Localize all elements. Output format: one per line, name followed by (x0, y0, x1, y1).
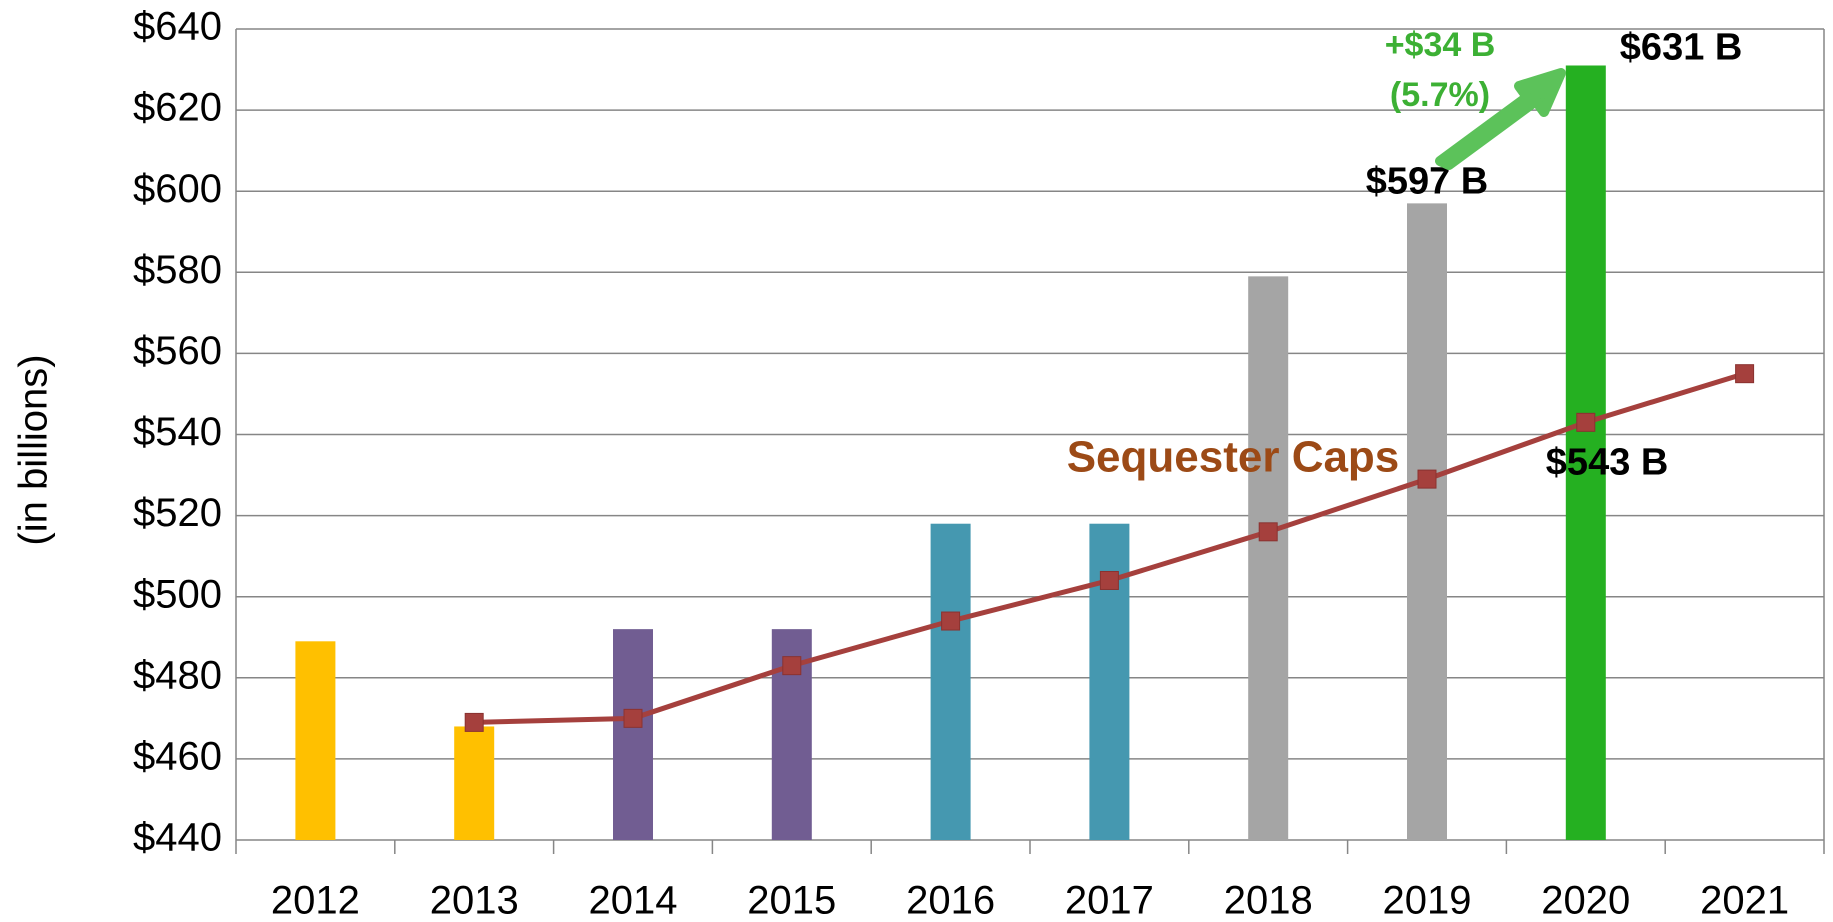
y-axis-label: (in billions) (12, 354, 56, 545)
x-tick-label: 2021 (1700, 879, 1789, 922)
x-tick-label: 2013 (430, 879, 519, 922)
data-label: $543 B (1546, 441, 1669, 483)
line-marker (1099, 570, 1119, 590)
line-marker (1417, 469, 1437, 489)
bar (930, 523, 971, 840)
line-marker (782, 656, 802, 676)
line-marker (623, 708, 643, 728)
bar (1407, 203, 1447, 841)
line-marker (1258, 522, 1278, 542)
line-marker (1576, 412, 1596, 432)
y-tick-label: $460 (133, 734, 222, 778)
bar (1248, 276, 1289, 841)
bar (454, 726, 495, 840)
y-tick-label: $640 (133, 5, 222, 49)
series-label: Sequester Caps (1067, 433, 1400, 482)
y-tick-label: $580 (133, 248, 222, 292)
y-tick-label: $520 (133, 491, 222, 535)
x-tick-label: 2018 (1224, 879, 1313, 922)
bar (1565, 65, 1606, 841)
y-tick-label: $440 (133, 816, 222, 860)
annotation-arrow (1435, 68, 1566, 170)
x-tick-label: 2017 (1065, 879, 1154, 922)
y-tick-label: $540 (133, 410, 222, 454)
line-marker (1735, 364, 1755, 384)
bar (613, 629, 653, 840)
y-tick-label: $620 (133, 86, 222, 130)
y-tick-label: $500 (133, 572, 222, 616)
bar (295, 641, 336, 840)
x-tick-label: 2012 (271, 879, 360, 922)
annotation: +$34 B (1385, 26, 1496, 64)
x-tick-label: 2019 (1383, 879, 1472, 922)
line-marker (941, 611, 961, 631)
y-tick-label: $600 (133, 167, 222, 211)
data-label: $631 B (1620, 27, 1743, 69)
x-tick-label: 2015 (747, 879, 836, 922)
x-tick-label: 2014 (589, 879, 678, 922)
y-tick-label: $480 (133, 653, 222, 697)
annotation: (5.7%) (1390, 76, 1490, 114)
data-label: $597 B (1366, 160, 1489, 202)
x-tick-label: 2016 (906, 879, 995, 922)
line-marker (464, 712, 484, 732)
y-tick-label: $560 (133, 329, 222, 373)
x-tick-label: 2020 (1541, 879, 1630, 922)
